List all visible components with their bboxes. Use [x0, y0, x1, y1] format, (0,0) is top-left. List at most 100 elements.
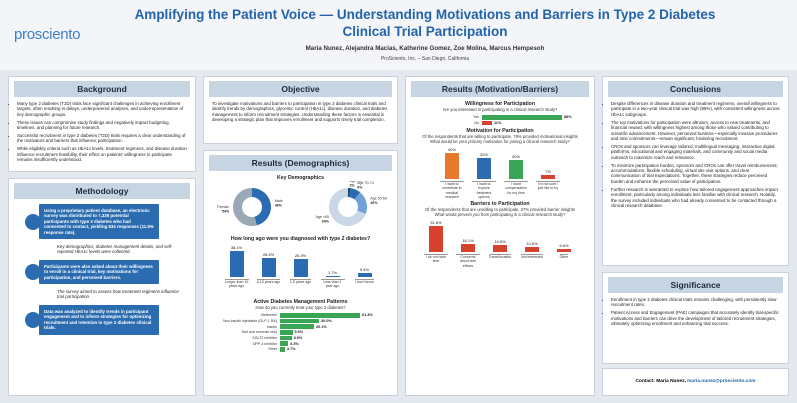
bullet: Enrollment in type 2 diabetes clinical t… — [611, 297, 780, 308]
bar-value: 28.5% — [262, 251, 275, 257]
bar — [325, 275, 340, 277]
bar-value: 6.6% — [559, 242, 569, 248]
bar-row: SGLT2 inhibitor 8.9% — [212, 335, 389, 341]
slice-value: 2% — [350, 184, 356, 188]
authors: Maria Nunez, Alejandra Macias, Katherine… — [305, 45, 545, 52]
bar-row: No 11% — [414, 120, 586, 126]
bar-column: 6.6% Other — [552, 243, 576, 271]
bar-category: No — [474, 120, 479, 125]
chart-title: How long ago were you diagnosed with typ… — [230, 236, 371, 242]
bar-row: Insulin 26.1% — [212, 324, 389, 329]
bar — [557, 248, 571, 253]
bullet: The top motivations for participation we… — [611, 120, 780, 142]
bar-value: 11% — [494, 120, 502, 125]
bar — [261, 257, 276, 277]
vbar-chart: 51.8% I do not have time 16.1% Concerns abo… — [414, 220, 586, 271]
bar — [280, 341, 289, 346]
bar-row: Yes 88% — [414, 115, 586, 120]
bar-category: Non-insulin injectable (GLP-1 RA) — [223, 318, 277, 323]
bar-category: Yes — [473, 115, 479, 120]
donut-slice — [348, 188, 351, 198]
chart-title: Motivation for Participation — [466, 128, 534, 135]
bar-value: 10.6% — [526, 240, 538, 246]
bar-category: Other — [559, 254, 569, 271]
slice-label: Male — [275, 199, 283, 203]
method-note: The survey aimed to assess how treatment… — [57, 289, 179, 300]
bar-column: 30% I want compensation for my time — [504, 154, 528, 199]
bar-row: DPP-4 inhibitor 6.3% — [212, 341, 389, 346]
slice-value: 69% — [322, 219, 330, 223]
bullet: Patient Access and Engagement (PAE) camp… — [611, 310, 780, 326]
title: Amplifying the Patient Voice — Understan… — [134, 7, 716, 39]
slice-label: Age 70-74 — [357, 181, 374, 185]
header: prosciento Amplifying the Patient Voice … — [0, 0, 797, 70]
willingness-chart: Willingness for Participation Are you int… — [406, 101, 594, 126]
bar — [280, 335, 292, 341]
contact-email[interactable]: maria.nunez@prosciento.com — [687, 379, 756, 384]
logo: prosciento — [14, 26, 81, 43]
bar-row: Other 3.7% — [212, 347, 389, 352]
chart-title: Barriers to Participation — [470, 201, 530, 208]
method-step: Data was analyzed to identify trends in … — [17, 304, 187, 335]
section-heading: Conclusions — [608, 81, 783, 97]
chart-subtitle: Of the respondents that are unwilling to… — [425, 207, 575, 213]
management-chart: Active Diabetes Management Patterns How d… — [204, 299, 397, 352]
bar — [445, 153, 459, 180]
bar-category: Not interested — [521, 254, 543, 271]
section-heading: Results (Motivation/Barriers) — [411, 81, 589, 97]
bar-value: 26.1% — [316, 324, 327, 329]
bar-value: 88% — [564, 115, 572, 120]
donut-slice — [349, 188, 361, 200]
bar — [525, 246, 539, 253]
bar-value: 40% — [447, 147, 456, 153]
objective-panel: Objective To investigate motivations and… — [203, 76, 398, 144]
icon — [25, 263, 41, 280]
motivation-panel: Results (Motivation/Barriers) Willingnes… — [405, 76, 595, 396]
hbar-chart: Metformin 61.3% Non-insulin injectable (GL… — [204, 313, 397, 352]
step-box: Data was analyzed to identify trends in … — [39, 304, 159, 335]
bar-value: 1.7% — [327, 269, 338, 275]
bullet: Many type 2 diabetes (T2D) trials face s… — [17, 101, 187, 117]
donut-row: Male 46% Female 54% Age 75+ 2% Age 70-74 9% Age… — [204, 181, 397, 233]
section-heading: Objective — [209, 81, 392, 97]
significance-panel: Significance Enrollment in type 2 diabet… — [602, 272, 789, 364]
bar-value: 38.1% — [230, 245, 243, 250]
method-step: Using a proprietary patient database, an… — [17, 204, 187, 240]
bar — [461, 244, 475, 253]
step-box: Participants were also asked about their… — [39, 259, 159, 285]
chart-subtitle: What would be your primary motivation fo… — [430, 139, 570, 145]
bar-column: 40% I want to contribute to medical resea… — [440, 147, 464, 199]
chart-title: Willingness for Participation — [465, 101, 535, 107]
bar-column: 5.4% I don't know — [353, 267, 377, 296]
bullet-list: Despite differences in disease duration … — [603, 101, 788, 208]
bar-column: 16.1% Concerns about side effects — [456, 238, 480, 271]
affiliation: ProSciento, Inc. – San Diego, California — [380, 56, 470, 62]
bullet-list: Enrollment in type 2 diabetes clinical t… — [603, 297, 788, 327]
bar — [482, 115, 562, 120]
bar — [477, 158, 491, 180]
donut-slice — [251, 188, 271, 226]
bar-value: 16.1% — [462, 238, 474, 244]
bar — [293, 259, 308, 277]
bar-column: 51.8% I do not have time — [424, 220, 448, 271]
bullet: To minimize participation burden, sponso… — [611, 163, 780, 185]
bar-row: Diet and exercise only 9.6% — [212, 330, 389, 335]
bullet-list: Many type 2 diabetes (T2D) trials face s… — [9, 101, 195, 163]
bar-column: 38.1% Longer than 10 years ago — [224, 245, 249, 296]
contact-label: Contact: Maria Nunez, — [635, 379, 686, 384]
bar-value: 3.7% — [286, 347, 296, 352]
bar — [429, 226, 443, 253]
slice-label: Age 75+ — [350, 181, 364, 183]
bar-column: 26.3% 1-5 years ago — [289, 253, 313, 296]
bar-value: 30% — [511, 153, 520, 159]
chart-title: Active Diabetes Management Patterns — [253, 299, 348, 305]
bar-value: 30.0% — [321, 318, 332, 323]
method-note: Key demographics, diabetes management de… — [57, 244, 173, 255]
demographics-panel: Results (Demographics) Key Demographics … — [203, 150, 398, 396]
methodology-panel: Methodology Using a proprietary patient … — [8, 178, 196, 396]
bar-column: 10.6% Not interested — [520, 241, 544, 271]
bar-category: I don't know — [355, 279, 374, 296]
bar-category: Longer than 10 years ago — [224, 279, 249, 296]
